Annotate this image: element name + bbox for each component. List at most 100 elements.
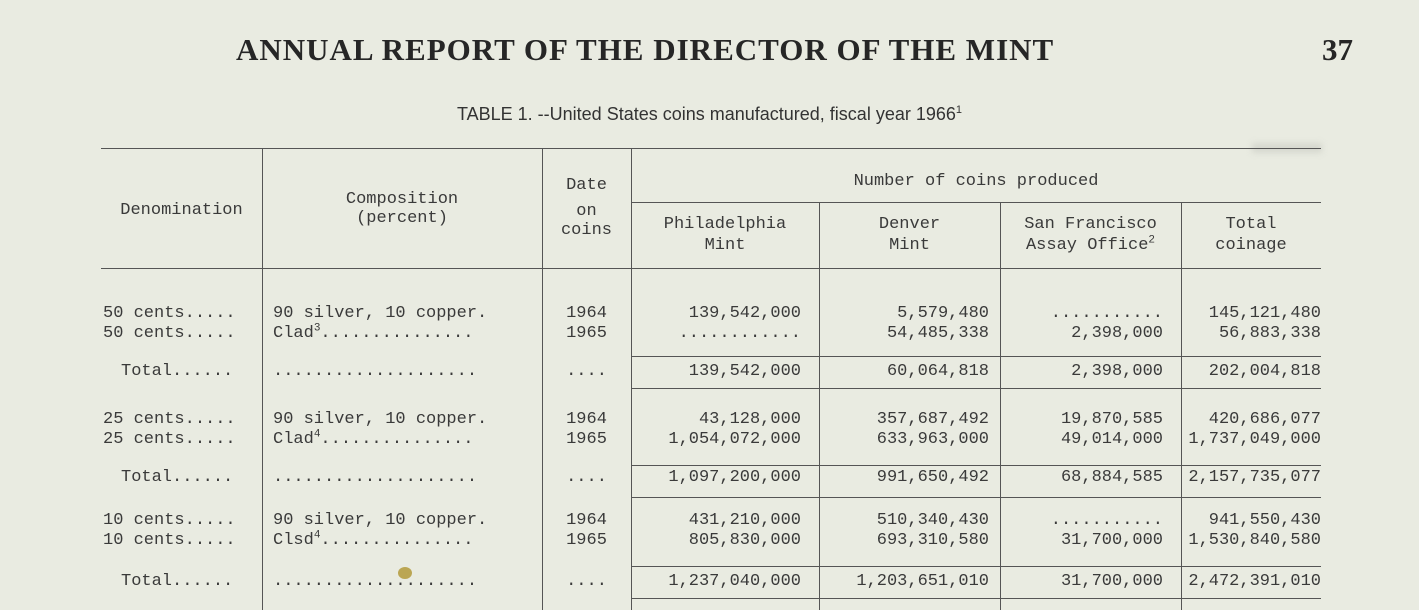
header-total-2: coinage bbox=[1215, 236, 1287, 255]
cell-denomination: 25 cents..... bbox=[103, 430, 236, 449]
cell-denver: 991,650,492 bbox=[876, 468, 989, 487]
cell-denver: 1,203,651,010 bbox=[856, 572, 989, 591]
cell-total: 202,004,818 bbox=[1208, 362, 1321, 381]
cell-sanfrancisco: 2,398,000 bbox=[1071, 362, 1163, 381]
table-caption-text: TABLE 1. --United States coins manufactu… bbox=[456, 104, 956, 124]
header-composition-2: (percent) bbox=[356, 209, 448, 228]
cell-denomination: Total...... bbox=[121, 362, 234, 381]
cell-sanfrancisco: ........... bbox=[1050, 304, 1163, 323]
cell-composition: Clsd4............... bbox=[273, 529, 542, 551]
composition-text: Clad bbox=[273, 324, 314, 343]
composition-leader-dots: ............... bbox=[320, 324, 474, 343]
header-date-3: coins bbox=[560, 221, 612, 240]
total-rule-top-1 bbox=[631, 356, 1321, 357]
cell-sanfrancisco: 2,398,000 bbox=[1071, 324, 1163, 343]
header-philadelphia-1: Philadelphia bbox=[663, 215, 787, 234]
composition-leader-dots: ............... bbox=[320, 430, 474, 449]
cell-denver: 5,579,480 bbox=[897, 304, 989, 323]
cell-total: 1,737,049,000 bbox=[1188, 430, 1321, 449]
cell-denver: 510,340,430 bbox=[876, 511, 989, 530]
composition-footnote: 4 bbox=[313, 529, 321, 542]
cell-composition: .................... bbox=[273, 362, 478, 381]
cell-philadelphia: 431,210,000 bbox=[688, 511, 801, 530]
cell-denomination: 50 cents..... bbox=[103, 304, 236, 323]
cell-composition: Clad3............... bbox=[273, 322, 542, 344]
cell-sanfrancisco: ........... bbox=[1050, 511, 1163, 530]
header-denver-1: Denver bbox=[878, 215, 941, 234]
header-sanfrancisco-1: San Francisco bbox=[1024, 215, 1157, 234]
cell-total: 2,472,391,010 bbox=[1188, 572, 1321, 591]
cell-composition: .................... bbox=[273, 572, 478, 591]
cell-composition: 90 silver, 10 copper. bbox=[273, 410, 488, 429]
ink-stain bbox=[398, 567, 412, 579]
group-header-rule bbox=[631, 202, 1321, 203]
col-divider-1 bbox=[262, 148, 263, 610]
header-bottom-rule bbox=[101, 268, 1321, 269]
total-rule-top-3 bbox=[631, 566, 1321, 567]
cell-philadelphia: ............ bbox=[678, 324, 801, 343]
header-composition-1: Composition bbox=[345, 190, 459, 209]
col-divider-5 bbox=[1000, 202, 1001, 610]
composition-text: Clsd bbox=[273, 531, 314, 550]
cell-denomination: 25 cents..... bbox=[103, 410, 236, 429]
cell-denomination: Total...... bbox=[121, 468, 234, 487]
composition-text: Clad bbox=[273, 430, 314, 449]
col-divider-4 bbox=[819, 202, 820, 610]
page-number: 37 bbox=[1322, 32, 1353, 67]
cell-total: 420,686,077 bbox=[1208, 410, 1321, 429]
page-header: ANNUAL REPORT OF THE DIRECTOR OF THE MIN… bbox=[0, 32, 1419, 72]
cell-date: 1964 bbox=[566, 304, 607, 323]
cell-denver: 60,064,818 bbox=[886, 362, 989, 381]
header-date-1: Date bbox=[566, 176, 607, 195]
header-group: Number of coins produced bbox=[853, 172, 1099, 191]
cell-total: 2,157,735,077 bbox=[1188, 468, 1321, 487]
cell-date: 1964 bbox=[566, 511, 607, 530]
cell-denver: 54,485,338 bbox=[886, 324, 989, 343]
cell-denver: 633,963,000 bbox=[876, 430, 989, 449]
header-philadelphia-2: Mint bbox=[704, 236, 746, 255]
cell-composition: .................... bbox=[273, 468, 478, 487]
total-rule-bottom-1 bbox=[631, 388, 1321, 389]
composition-footnote: 4 bbox=[313, 428, 321, 441]
header-sanfrancisco-2-text: Assay Office bbox=[1025, 236, 1149, 255]
cell-total: 941,550,430 bbox=[1208, 511, 1321, 530]
cell-denomination: 10 cents..... bbox=[103, 531, 236, 550]
cell-denomination: Total...... bbox=[121, 572, 234, 591]
cell-philadelphia: 1,054,072,000 bbox=[668, 430, 801, 449]
composition-footnote: 3 bbox=[313, 322, 321, 335]
cell-sanfrancisco: 49,014,000 bbox=[1060, 430, 1163, 449]
cell-date: 1965 bbox=[566, 324, 607, 343]
composition-leader-dots: ............... bbox=[320, 531, 474, 550]
cell-date: 1964 bbox=[566, 410, 607, 429]
page-title: ANNUAL REPORT OF THE DIRECTOR OF THE MIN… bbox=[236, 32, 1055, 67]
col-divider-2 bbox=[542, 148, 543, 610]
table-caption-footnote: 1 bbox=[955, 104, 963, 116]
cell-sanfrancisco: 19,870,585 bbox=[1060, 410, 1163, 429]
cell-denomination: 10 cents..... bbox=[103, 511, 236, 530]
total-rule-bottom-3 bbox=[631, 598, 1321, 599]
table-top-rule bbox=[101, 148, 1321, 149]
total-rule-bottom-2 bbox=[631, 497, 1321, 498]
cell-total: 145,121,480 bbox=[1208, 304, 1321, 323]
cell-philadelphia: 139,542,000 bbox=[688, 362, 801, 381]
cell-philadelphia: 1,237,040,000 bbox=[668, 572, 801, 591]
cell-sanfrancisco: 68,884,585 bbox=[1060, 468, 1163, 487]
cell-sanfrancisco: 31,700,000 bbox=[1060, 531, 1163, 550]
header-denomination: Denomination bbox=[120, 201, 243, 220]
cell-denver: 693,310,580 bbox=[876, 531, 989, 550]
header-total-1: Total bbox=[1225, 215, 1277, 234]
cell-date: 1965 bbox=[566, 430, 607, 449]
cell-philadelphia: 805,830,000 bbox=[688, 531, 801, 550]
header-date-2: on bbox=[576, 202, 597, 221]
cell-total: 56,883,338 bbox=[1218, 324, 1321, 343]
col-divider-3 bbox=[631, 148, 632, 610]
cell-philadelphia: 139,542,000 bbox=[688, 304, 801, 323]
table-caption: TABLE 1. --United States coins manufactu… bbox=[0, 104, 1419, 125]
cell-composition: Clad4............... bbox=[273, 428, 542, 450]
cell-composition: 90 silver, 10 copper. bbox=[273, 304, 488, 323]
cell-philadelphia: 43,128,000 bbox=[698, 410, 801, 429]
cell-date: .... bbox=[566, 572, 607, 591]
total-rule-top-2 bbox=[631, 465, 1321, 466]
header-denver-2: Mint bbox=[889, 236, 930, 255]
cell-sanfrancisco: 31,700,000 bbox=[1060, 572, 1163, 591]
